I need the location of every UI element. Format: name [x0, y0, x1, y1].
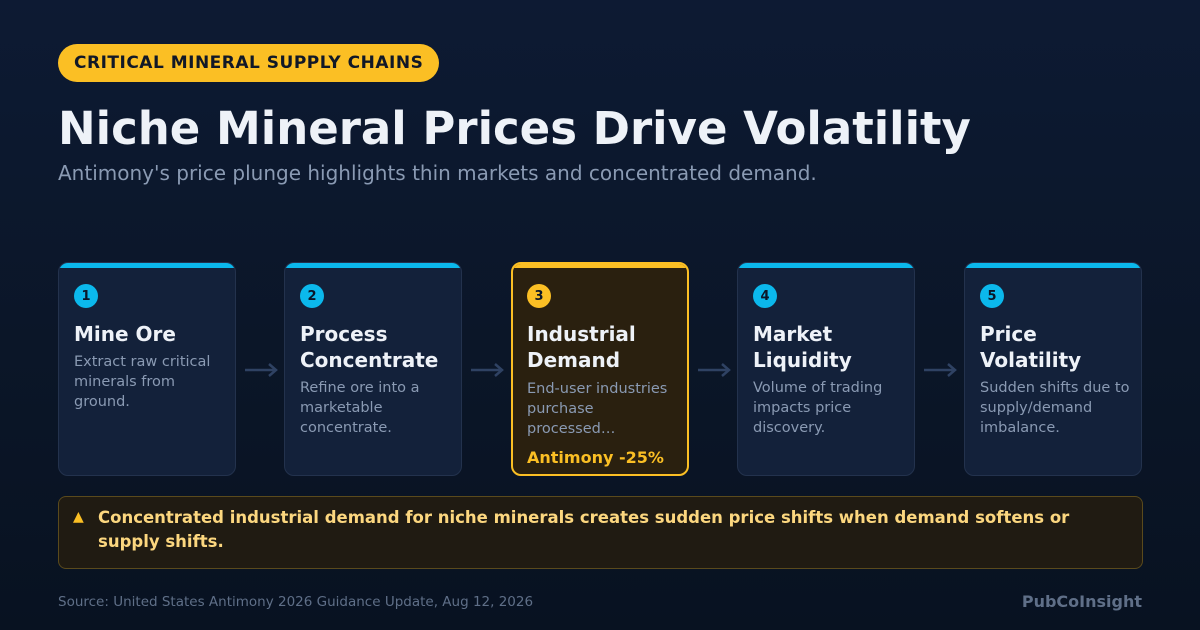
arrow-right-icon [698, 363, 731, 377]
card-accent-bar [513, 264, 687, 268]
step-card-process-concentrate: 2 Process Concentrate Refine ore into a … [284, 262, 462, 476]
step-card-industrial-demand: 3 Industrial Demand End-user industries … [511, 262, 689, 476]
step-title: Market Liquidity [753, 322, 852, 372]
arrow-right-icon [245, 363, 278, 377]
step-card-mine-ore: 1 Mine Ore Extract raw critical minerals… [58, 262, 236, 476]
step-title: Process Concentrate [300, 322, 439, 372]
page-subtitle: Antimony's price plunge highlights thin … [58, 161, 817, 185]
step-title: Industrial Demand [527, 322, 636, 372]
step-number-badge: 3 [527, 284, 551, 308]
brand-logo: PubCoInsight [1021, 592, 1142, 611]
step-description: Refine ore into a marketable concentrate… [300, 380, 420, 436]
category-badge: CRITICAL MINERAL SUPPLY CHAINS [58, 44, 440, 82]
card-accent-bar [59, 263, 235, 268]
step-description: Volume of trading impacts price discover… [753, 380, 883, 436]
price-change-stat: Antimony -25% [527, 448, 664, 467]
card-accent-bar [285, 263, 461, 268]
step-description: Extract raw critical minerals from groun… [74, 354, 211, 410]
page-title: Niche Mineral Prices Drive Volatility [58, 102, 971, 155]
warning-icon: ▲ [73, 509, 84, 525]
step-title: Mine Ore [74, 322, 176, 346]
card-accent-bar [965, 263, 1141, 268]
step-description: End-user industries purchase processed… [527, 381, 668, 437]
step-card-price-volatility: 5 Price Volatility Sudden shifts due to … [964, 262, 1142, 476]
step-number-badge: 4 [753, 284, 777, 308]
step-number-badge: 5 [980, 284, 1004, 308]
step-number-badge: 1 [74, 284, 98, 308]
warning-callout: ▲ Concentrated industrial demand for nic… [58, 496, 1143, 569]
callout-text: Concentrated industrial demand for niche… [98, 508, 1070, 551]
arrow-right-icon [471, 363, 504, 377]
step-title: Price Volatility [980, 322, 1082, 372]
source-note: Source: United States Antimony 2026 Guid… [58, 594, 534, 610]
step-description: Sudden shifts due to supply/demand imbal… [980, 380, 1130, 436]
step-card-market-liquidity: 4 Market Liquidity Volume of trading imp… [737, 262, 915, 476]
arrow-right-icon [924, 363, 957, 377]
step-number-badge: 2 [300, 284, 324, 308]
card-accent-bar [738, 263, 914, 268]
